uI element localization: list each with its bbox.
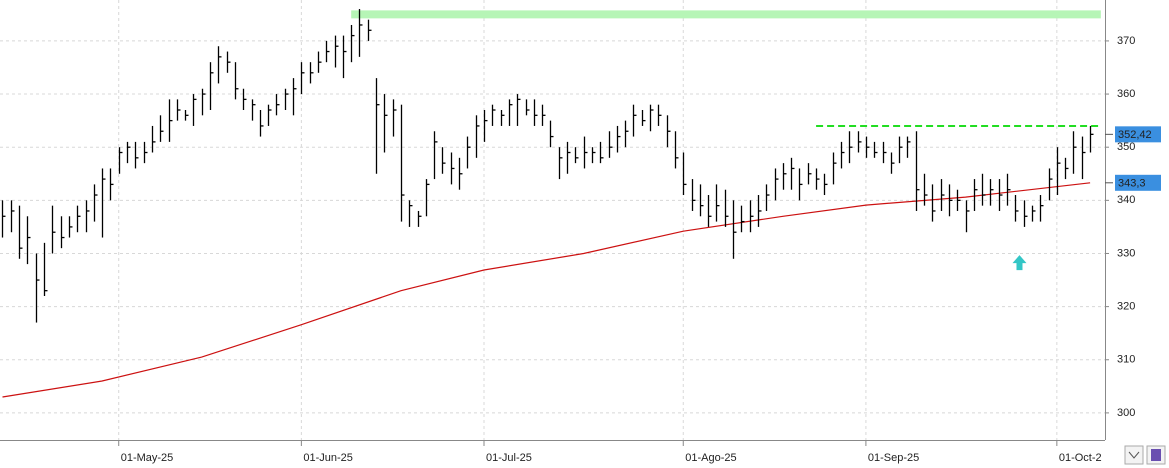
x-tick-label: 01-Jul-25 [486, 452, 532, 464]
x-tick-label: 01-May-25 [121, 452, 174, 464]
x-tick-label: 01-Jun-25 [303, 452, 353, 464]
y-tick-label: 300 [1117, 407, 1135, 419]
x-tick-label: 01-Sep-25 [868, 452, 919, 464]
price-box [1115, 126, 1161, 143]
y-tick-label: 340 [1117, 194, 1135, 206]
moving-average [2, 182, 1091, 398]
arrow [1012, 255, 1027, 271]
y-tick-label: 310 [1117, 354, 1135, 366]
zoom-icon [1128, 451, 1140, 459]
y-tick-label: 330 [1117, 247, 1135, 259]
price-box [1115, 174, 1161, 191]
x-tick-label: 01-Oct-2 [1059, 452, 1102, 464]
x-tick-label: 01-Ago-25 [685, 452, 736, 464]
y-tick-label: 360 [1117, 88, 1135, 100]
y-tick-label: 370 [1117, 35, 1135, 47]
zoom-button[interactable] [1124, 445, 1144, 465]
y-tick-label: 350 [1117, 141, 1135, 153]
y-tick-label: 320 [1117, 301, 1135, 313]
save-icon [1151, 449, 1161, 461]
price-label: 343,3 [1118, 178, 1146, 190]
price-label: 352,42 [1118, 129, 1152, 141]
